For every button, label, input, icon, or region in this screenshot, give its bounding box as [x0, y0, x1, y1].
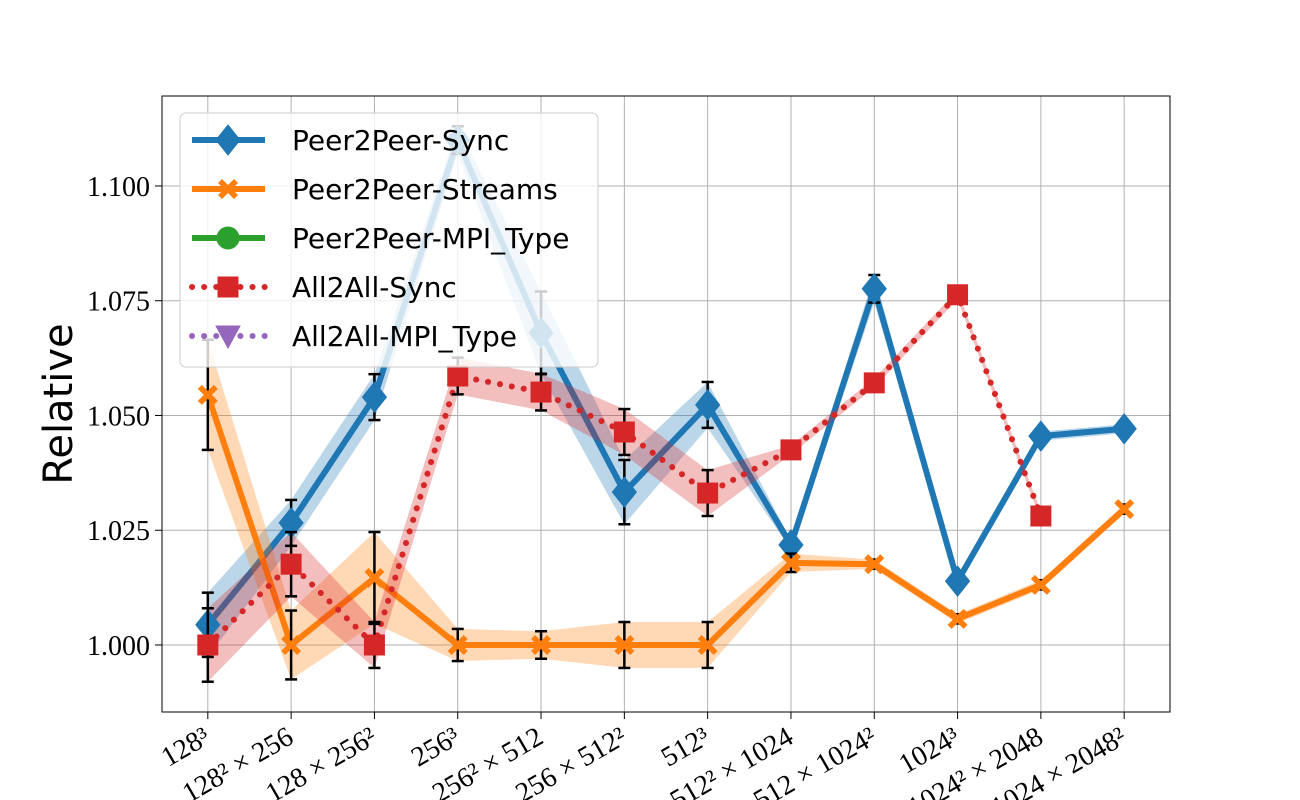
marker [215, 124, 241, 156]
marker [217, 276, 239, 298]
marker [363, 634, 385, 656]
marker [216, 226, 240, 250]
legend: Peer2Peer-Sync Peer2Peer-Streams Peer2Peer… [179, 112, 599, 368]
plot-area [195, 124, 1137, 683]
marker [1030, 505, 1052, 527]
marker [361, 381, 388, 413]
marker [1028, 420, 1054, 452]
marker [864, 554, 885, 575]
marker [530, 381, 552, 403]
legend-label: Peer2Peer-Streams [292, 173, 558, 206]
marker [197, 634, 219, 656]
y-tick-label: 1.050 [87, 401, 150, 432]
marker [861, 272, 887, 305]
legend-label: Peer2Peer-MPI_Type [292, 222, 569, 255]
y-tick-label: 1.025 [87, 516, 150, 547]
marker [947, 608, 968, 629]
marker [215, 325, 241, 350]
marker [364, 567, 385, 588]
marker [218, 179, 238, 199]
legend-box [179, 112, 599, 368]
marker [697, 482, 719, 504]
marker [613, 421, 635, 443]
marker [447, 634, 468, 655]
marker [947, 284, 969, 306]
marker [614, 634, 635, 655]
y-axis-label: Relative [36, 323, 82, 484]
marker [447, 365, 469, 387]
marker [780, 552, 801, 573]
marker [531, 634, 552, 655]
marker [197, 384, 218, 405]
y-tick-label: 1.075 [87, 287, 150, 318]
marker [281, 634, 302, 655]
series-line [204, 393, 1127, 648]
marker [280, 553, 302, 575]
marker [944, 565, 971, 597]
marker [697, 634, 718, 655]
legend-label: Peer2Peer-Sync [292, 124, 509, 157]
marker [1114, 499, 1135, 520]
legend-label: All2All-MPI_Type [292, 320, 517, 353]
marker [695, 389, 721, 421]
marker [611, 476, 637, 508]
legend-label: All2All-Sync [292, 271, 457, 304]
marker [780, 439, 802, 461]
marker [1030, 574, 1051, 595]
marker [1111, 412, 1137, 445]
marker [863, 372, 885, 394]
plot-frame [161, 95, 1171, 713]
error-band [207, 339, 1125, 680]
series-line [205, 137, 1125, 627]
y-tick-label: 1.100 [87, 172, 150, 203]
y-tick-label: 1.000 [87, 631, 150, 662]
